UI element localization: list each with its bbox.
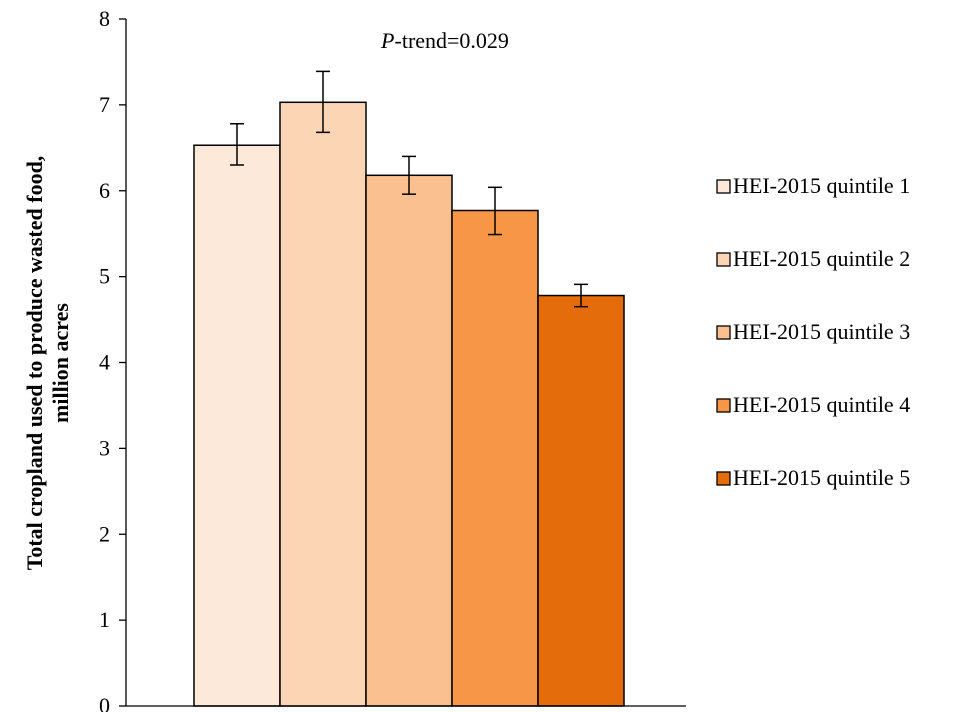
p-trend-italic: P (380, 28, 394, 53)
legend-swatch-5 (716, 471, 731, 486)
legend-swatch-1 (716, 179, 731, 194)
y-tick-label-3: 3 (99, 435, 110, 460)
legend-label-5: HEI-2015 quintile 5 (733, 465, 910, 490)
legend-swatch-3 (716, 325, 731, 340)
axes (125, 19, 686, 707)
y-axis-ticks: 0 1 2 3 4 5 6 7 8 (99, 6, 126, 712)
y-tick-label-5: 5 (99, 264, 110, 289)
legend-swatch-2 (716, 252, 731, 267)
y-tick-label-4: 4 (99, 350, 110, 375)
y-tick-label-6: 6 (99, 178, 110, 203)
bar-quintile-3 (365, 174, 453, 707)
y-axis-label-line1: Total cropland used to produce wasted fo… (22, 156, 47, 571)
y-tick-label-1: 1 (99, 607, 110, 632)
bar-quintile-4 (451, 209, 539, 707)
y-tick-label-2: 2 (99, 521, 110, 546)
error-bars (230, 70, 588, 308)
p-trend-annotation: P-trend=0.029 (380, 28, 509, 53)
bar-quintile-5 (537, 294, 625, 707)
y-tick-label-0: 0 (99, 693, 110, 712)
bars (193, 101, 625, 707)
p-trend-value: -trend=0.029 (395, 28, 509, 53)
bar-quintile-2 (279, 101, 367, 707)
y-tick-label-8: 8 (99, 6, 110, 31)
legend-swatch-4 (716, 398, 731, 413)
y-tick-label-7: 7 (99, 92, 110, 117)
bar-quintile-1 (193, 144, 281, 707)
legend: HEI-2015 quintile 1 HEI-2015 quintile 2 HE… (716, 173, 910, 490)
y-axis-label-line2: million acres (48, 303, 73, 423)
legend-label-2: HEI-2015 quintile 2 (733, 246, 910, 271)
legend-label-4: HEI-2015 quintile 4 (733, 392, 910, 417)
y-axis-label: Total cropland used to produce wasted fo… (22, 156, 73, 571)
legend-label-3: HEI-2015 quintile 3 (733, 319, 910, 344)
legend-label-1: HEI-2015 quintile 1 (733, 173, 910, 198)
